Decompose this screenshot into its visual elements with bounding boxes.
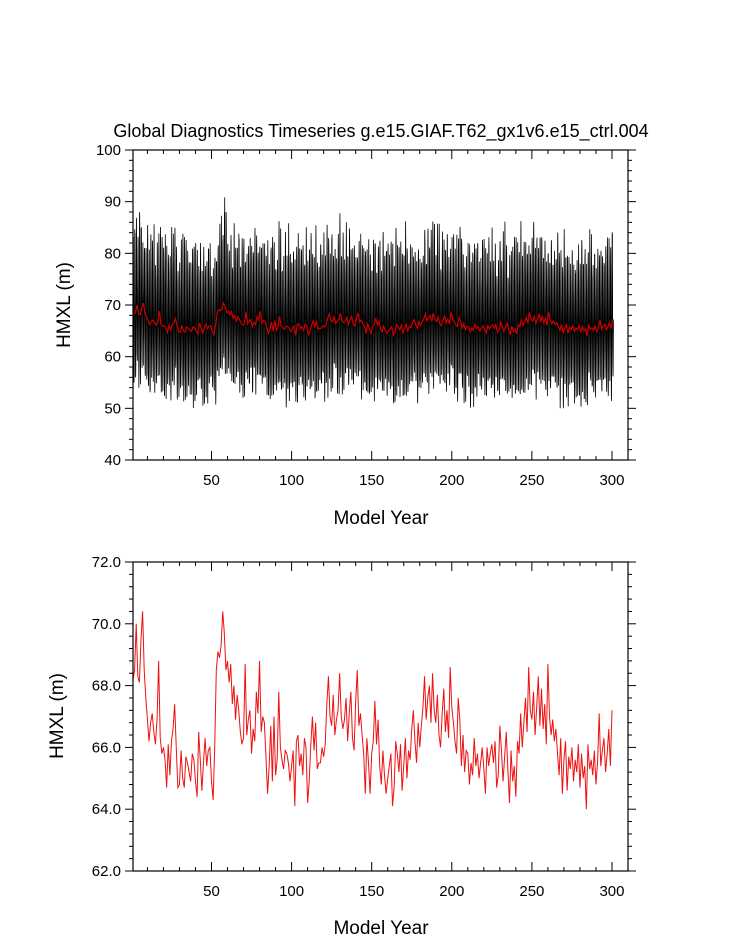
x-axis-label: Model Year [333, 918, 429, 939]
x-tick-label: 50 [203, 472, 220, 489]
y-tick-label: 60 [104, 349, 121, 366]
y-tick-label: 70 [104, 297, 121, 314]
y-tick-label: 72.0 [92, 554, 121, 571]
plot-frame [132, 561, 629, 872]
annual-mean-line [133, 301, 614, 338]
y-tick-label: 80 [104, 245, 121, 262]
x-tick-labels: 50 100 150 200 250 300 [203, 472, 624, 489]
y-tick-label: 100 [96, 142, 121, 159]
axis-ticks [125, 561, 636, 872]
top-chart: Global Diagnostics Timeseries g.e15.GIAF… [54, 121, 649, 529]
y-tick-label: 62.0 [92, 863, 121, 880]
y-axis-label: HMXL (m) [47, 673, 68, 759]
x-tick-label: 100 [279, 883, 304, 900]
y-tick-label: 66.0 [92, 739, 121, 756]
y-tick-labels: 62.0 64.0 66.0 68.0 70.0 72.0 [92, 554, 121, 880]
y-axis-label: HMXL (m) [54, 262, 75, 348]
x-tick-label: 250 [519, 472, 544, 489]
y-tick-label: 64.0 [92, 801, 121, 818]
monthly-series-path [132, 197, 614, 409]
axis-ticks [125, 149, 636, 461]
x-tick-label: 100 [279, 472, 304, 489]
x-tick-labels: 50 100 150 200 250 300 [203, 883, 624, 900]
y-tick-label: 40 [104, 452, 121, 469]
x-tick-label: 300 [599, 472, 624, 489]
x-tick-label: 200 [439, 472, 464, 489]
x-tick-label: 150 [359, 883, 384, 900]
monthly-series-line [132, 197, 614, 409]
x-tick-label: 150 [359, 472, 384, 489]
y-tick-label: 50 [104, 400, 121, 417]
x-tick-label: 50 [203, 883, 220, 900]
chart-title: Global Diagnostics Timeseries g.e15.GIAF… [113, 121, 648, 142]
x-tick-label: 250 [519, 883, 544, 900]
bottom-chart: 50 100 150 200 250 300 62.0 64.0 66.0 68.0 70.0 72… [47, 554, 636, 939]
x-tick-label: 300 [599, 883, 624, 900]
x-axis-label: Model Year [333, 508, 429, 529]
y-tick-label: 68.0 [92, 678, 121, 695]
annual-mean-line [132, 611, 613, 810]
y-tick-label: 90 [104, 194, 121, 211]
y-tick-labels: 40 50 60 70 80 90 100 [96, 142, 121, 469]
y-tick-label: 70.0 [92, 616, 121, 633]
x-tick-label: 200 [439, 883, 464, 900]
